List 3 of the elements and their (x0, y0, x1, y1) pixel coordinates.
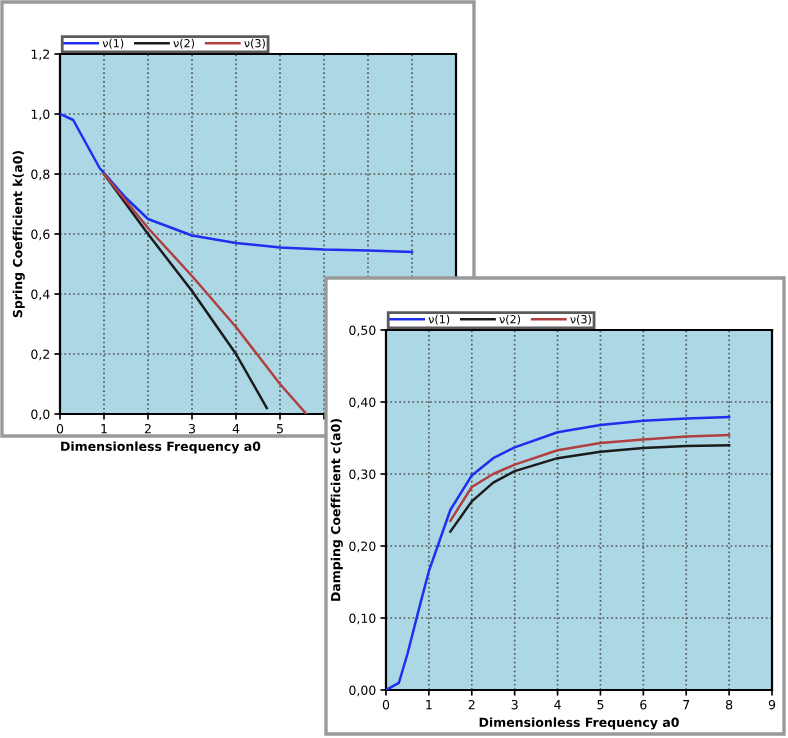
line-series (60, 112, 414, 254)
line-series (102, 172, 308, 414)
line-series (386, 415, 731, 690)
